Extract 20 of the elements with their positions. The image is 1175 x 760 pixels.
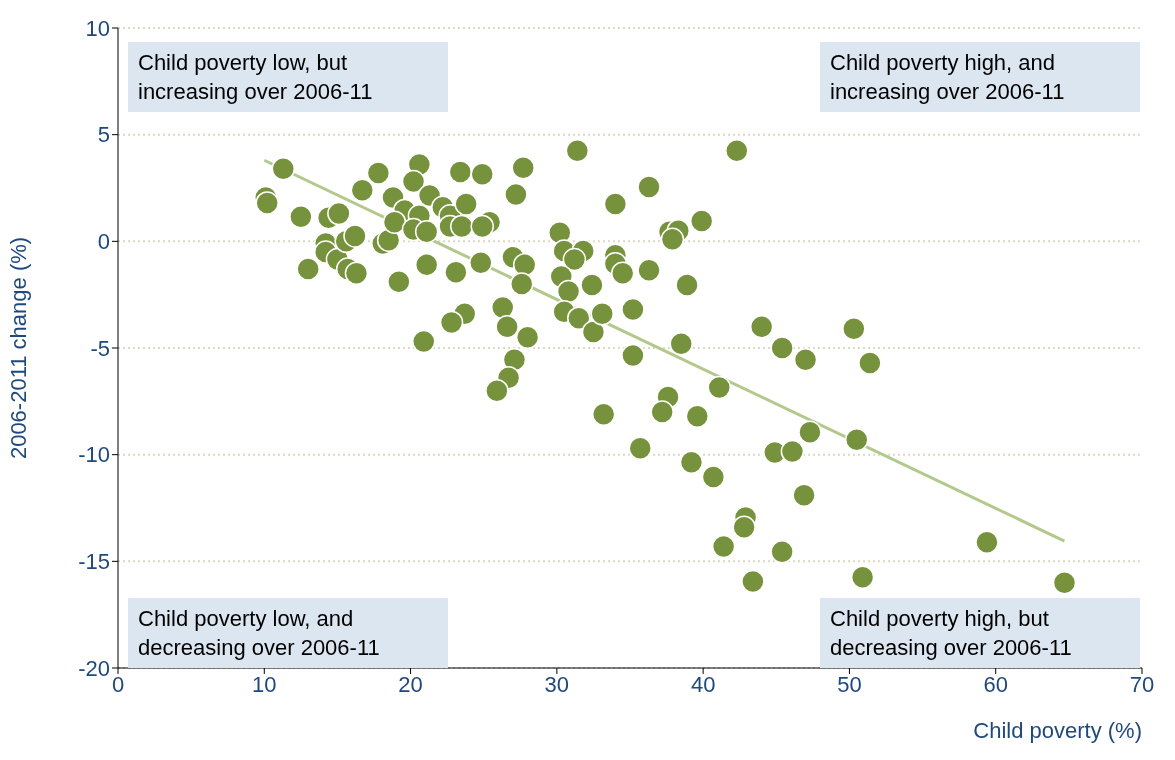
y-tick-label: 5 bbox=[97, 122, 110, 148]
y-tick-label: -15 bbox=[78, 549, 110, 575]
y-tick-label: 0 bbox=[97, 229, 110, 255]
y-tick-label: -20 bbox=[78, 655, 110, 681]
x-tick-label: 60 bbox=[983, 671, 1008, 697]
x-axis-title: Child poverty (%) bbox=[973, 718, 1142, 743]
note-box: Child poverty low, and decreasing over 2006-11 bbox=[128, 598, 448, 668]
x-tick-label: 20 bbox=[398, 671, 423, 697]
note-box: Child poverty low, but increasing over 2006-11 bbox=[128, 42, 448, 112]
x-tick-label: 10 bbox=[252, 671, 277, 697]
y-tick-label: -10 bbox=[78, 442, 110, 468]
x-tick-label: 70 bbox=[1129, 671, 1155, 697]
x-tick-label: 40 bbox=[690, 671, 716, 697]
note-box: Child poverty high, but decreasing over 2006-11 bbox=[820, 598, 1140, 668]
x-tick-label: 50 bbox=[837, 671, 862, 697]
y-tick-label: 10 bbox=[85, 15, 110, 41]
x-tick-label: 30 bbox=[544, 671, 570, 697]
note-box: Child poverty high, and increasing over 2006-11 bbox=[820, 42, 1140, 112]
y-tick-label: -5 bbox=[90, 335, 110, 361]
y-axis-title: 2006-2011 change (%) bbox=[5, 236, 31, 460]
